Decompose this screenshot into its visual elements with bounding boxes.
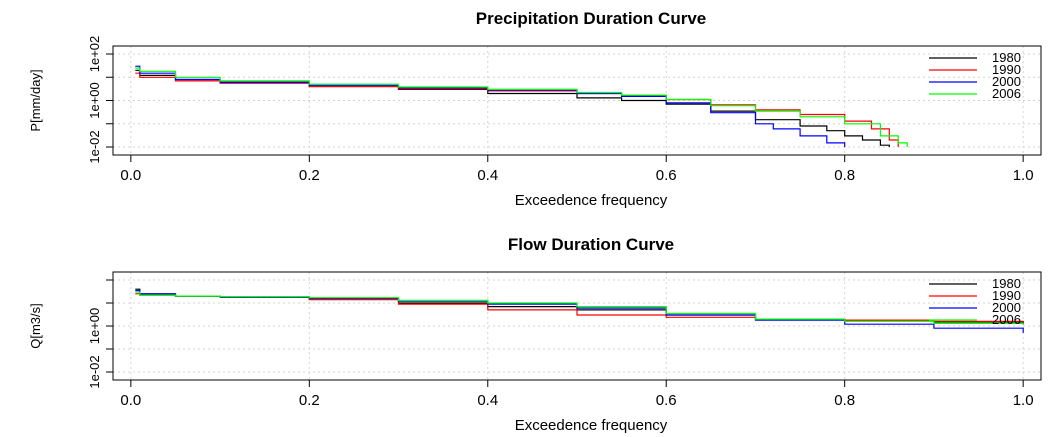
y-tick-label: 1e+02: [87, 36, 102, 73]
y-axis-label: P[mm/day]: [28, 69, 43, 131]
series-line-2000: [135, 65, 846, 147]
x-tick-label: 0.0: [120, 392, 141, 409]
y-axis-label: Q[m3/s]: [28, 303, 43, 349]
y-tick-label: 1e-02: [87, 355, 102, 388]
chart-title: Precipitation Duration Curve: [476, 9, 706, 28]
x-tick-label: 0.8: [834, 167, 855, 184]
x-tick-label: 1.0: [1013, 167, 1034, 184]
x-tick-label: 0.6: [656, 167, 677, 184]
legend-label: 1990: [992, 288, 1021, 303]
x-axis-label: Exceedence frequency: [515, 417, 668, 434]
plot-frame: [112, 271, 1042, 381]
legend-label: 2000: [992, 300, 1021, 315]
legend-label: 2000: [992, 74, 1021, 89]
y-tick-label: 1e-02: [87, 130, 102, 163]
series-line-2006: [135, 291, 1024, 325]
x-tick-label: 0.4: [477, 167, 498, 184]
plot-frame: [112, 45, 1042, 156]
x-tick-label: 0.8: [834, 392, 855, 409]
x-tick-label: 0.0: [120, 167, 141, 184]
legend-label: 2006: [992, 312, 1021, 327]
legend-label: 1980: [992, 50, 1021, 65]
legend-label: 1990: [992, 62, 1021, 77]
x-tick-label: 0.2: [299, 392, 320, 409]
series-line-1990: [135, 72, 899, 147]
y-tick-label: 1e+00: [87, 308, 102, 345]
y-tick-label: 1e+00: [87, 82, 102, 119]
series-line-2006: [135, 67, 908, 147]
x-tick-label: 0.2: [299, 167, 320, 184]
chart-title: Flow Duration Curve: [508, 235, 674, 254]
legend-label: 2006: [992, 86, 1021, 101]
x-tick-label: 0.4: [477, 392, 498, 409]
legend-label: 1980: [992, 276, 1021, 291]
x-tick-label: 1.0: [1013, 392, 1034, 409]
x-axis-label: Exceedence frequency: [515, 192, 668, 209]
x-tick-label: 0.6: [656, 392, 677, 409]
